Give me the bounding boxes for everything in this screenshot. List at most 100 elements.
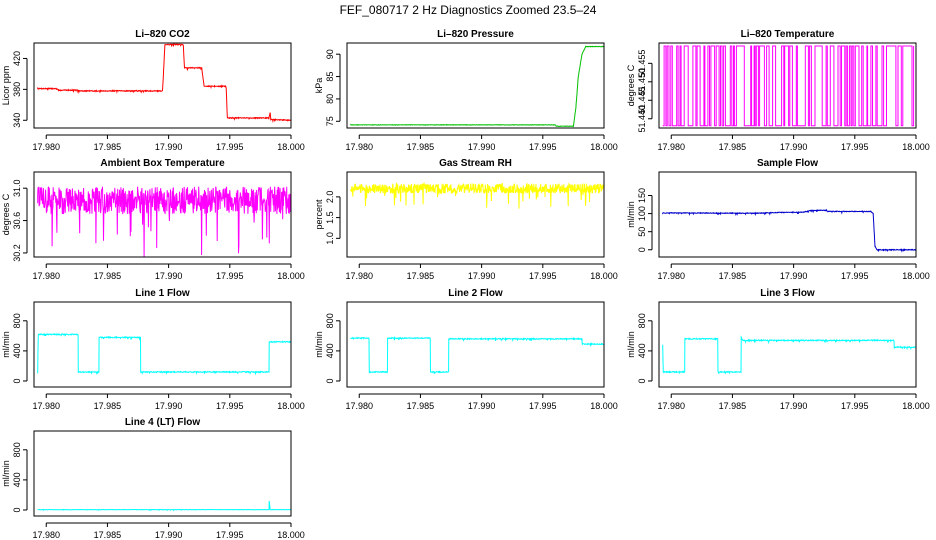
y-tick-label: 75 xyxy=(325,116,335,126)
y-tick-label: 30.2 xyxy=(12,244,22,262)
panel-title: Ambient Box Temperature xyxy=(100,158,225,169)
y-tick-label: 30.6 xyxy=(12,212,22,230)
y-axis-label: ml/min xyxy=(1,460,11,487)
y-tick-label: 400 xyxy=(637,343,647,358)
plot-frame xyxy=(33,171,292,258)
x-tick-label: 17.985 xyxy=(94,142,122,152)
y-tick-label: 0 xyxy=(325,378,335,383)
y-tick-label: 380 xyxy=(12,82,22,97)
y-tick-label: 51.450 xyxy=(637,68,647,96)
series-line xyxy=(350,336,604,374)
x-tick-label: 18.000 xyxy=(590,142,618,152)
y-tick-label: 150 xyxy=(637,188,647,203)
x-tick-label: 17.995 xyxy=(216,530,244,540)
y-tick-label: 340 xyxy=(12,113,22,128)
x-tick-label: 17.985 xyxy=(407,271,435,281)
y-tick-label: 0 xyxy=(12,378,22,383)
panel-title: Li–820 Pressure xyxy=(437,29,514,40)
x-tick-label: 18.000 xyxy=(902,401,930,411)
chart-panel: Gas Stream RH 17.980 17.985 17.990 17.995 18.… xyxy=(314,158,618,281)
x-tick-label: 18.000 xyxy=(902,142,930,152)
chart-panel: Line 3 Flow 17.980 17.985 17.990 17.995 18.00… xyxy=(626,288,930,411)
x-tick-label: 17.985 xyxy=(719,271,747,281)
series-layer xyxy=(37,500,291,512)
x-tick-label: 18.000 xyxy=(277,271,305,281)
y-tick-label: 31.0 xyxy=(12,179,22,197)
series-layer xyxy=(662,208,916,253)
series-line xyxy=(37,333,291,376)
x-tick-label: 17.995 xyxy=(216,401,244,411)
chart-panel: Sample Flow 17.980 17.985 17.990 17.995 18.00… xyxy=(626,158,930,281)
plot-frame xyxy=(33,42,292,129)
x-tick-label: 17.990 xyxy=(468,271,496,281)
y-tick-label: 800 xyxy=(637,313,647,328)
x-tick-label: 18.000 xyxy=(590,401,618,411)
x-tick-label: 17.990 xyxy=(155,530,183,540)
chart-panel: Li–820 Temperature 17.980 17.985 17.990 17.9… xyxy=(626,29,930,152)
x-tick-label: 17.985 xyxy=(719,142,747,152)
x-tick-label: 17.995 xyxy=(529,271,557,281)
series-layer xyxy=(37,43,291,123)
plot-frame xyxy=(346,42,605,129)
plot-frame xyxy=(346,301,605,388)
plot-frame xyxy=(346,171,605,258)
series-line xyxy=(662,208,916,253)
chart-panel: Line 4 (LT) Flow 17.980 17.985 17.990 17.995… xyxy=(1,417,305,540)
series-layer xyxy=(37,333,291,376)
y-axis-label: degrees C xyxy=(626,64,636,106)
x-tick-label: 17.995 xyxy=(216,142,244,152)
y-tick-label: 800 xyxy=(12,313,22,328)
x-tick-label: 18.000 xyxy=(590,271,618,281)
x-tick-label: 17.995 xyxy=(529,401,557,411)
chart-panel: Li–820 Pressure 17.980 17.985 17.990 17.995 1… xyxy=(314,29,618,152)
series-line xyxy=(350,181,604,209)
x-tick-label: 17.985 xyxy=(94,401,122,411)
y-axis-label: Licor ppm xyxy=(1,66,11,106)
y-tick-label: 400 xyxy=(12,472,22,487)
panel-title: Sample Flow xyxy=(757,158,818,169)
plot-frame xyxy=(33,301,292,388)
x-tick-label: 17.995 xyxy=(216,271,244,281)
series-line xyxy=(662,45,915,127)
x-tick-label: 17.980 xyxy=(345,401,373,411)
x-tick-label: 18.000 xyxy=(277,401,305,411)
y-tick-label: 400 xyxy=(325,343,335,358)
series-layer xyxy=(37,186,291,257)
y-tick-label: 80 xyxy=(325,94,335,104)
y-axis-label: degrees C xyxy=(1,193,11,235)
panel-grid: Li–820 CO2 17.980 17.985 17.990 17.995 18.000… xyxy=(1,29,930,540)
series-line xyxy=(37,500,291,512)
x-tick-label: 17.990 xyxy=(468,142,496,152)
y-tick-label: 0 xyxy=(637,378,647,383)
plot-frame xyxy=(33,430,292,517)
panel-title: Li–820 CO2 xyxy=(135,29,190,40)
x-tick-label: 17.985 xyxy=(94,271,122,281)
series-layer xyxy=(662,45,915,127)
x-tick-label: 17.980 xyxy=(32,530,60,540)
x-tick-label: 17.990 xyxy=(155,401,183,411)
x-tick-label: 17.990 xyxy=(468,401,496,411)
x-tick-label: 17.990 xyxy=(780,401,808,411)
y-tick-label: 0 xyxy=(637,247,647,252)
x-tick-label: 17.980 xyxy=(32,401,60,411)
x-tick-label: 17.995 xyxy=(529,142,557,152)
chart-panel: Line 1 Flow 17.980 17.985 17.990 17.995 18.00… xyxy=(1,288,305,411)
series-line xyxy=(350,45,604,128)
x-tick-label: 17.980 xyxy=(657,401,685,411)
series-layer xyxy=(662,335,916,375)
x-tick-label: 17.985 xyxy=(719,401,747,411)
x-tick-label: 17.990 xyxy=(780,271,808,281)
x-tick-label: 18.000 xyxy=(277,142,305,152)
y-tick-label: 51.455 xyxy=(637,50,647,78)
chart-panel: Li–820 CO2 17.980 17.985 17.990 17.995 18.000… xyxy=(1,29,305,152)
x-tick-label: 17.985 xyxy=(407,142,435,152)
series-line xyxy=(37,43,291,123)
panel-title: Gas Stream RH xyxy=(439,158,512,169)
y-tick-label: 1.5 xyxy=(325,211,335,224)
plot-frame xyxy=(658,42,917,129)
plot-frame xyxy=(658,301,917,388)
y-tick-label: 2.0 xyxy=(325,191,335,204)
x-tick-label: 17.980 xyxy=(32,142,60,152)
y-tick-label: 800 xyxy=(325,313,335,328)
